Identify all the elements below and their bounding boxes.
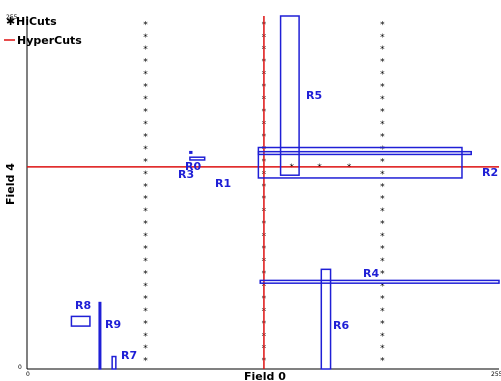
hicuts-star-marker: * (143, 319, 148, 329)
hicuts-star-marker: * (380, 33, 385, 43)
hicuts-star-marker: * (380, 108, 385, 118)
rule-rect-r9 (98, 301, 102, 370)
rule-label-r2: R2 (482, 166, 498, 179)
rule-label-r0: R0 (185, 160, 201, 173)
hicuts-star-marker: * (380, 120, 385, 130)
rule-rect-r8 (70, 315, 91, 327)
y-axis-title: Field 4 (4, 163, 17, 205)
hicuts-star-marker: * (143, 20, 148, 30)
hicuts-star-marker: * (143, 220, 148, 230)
hicuts-star-marker: * (143, 83, 148, 93)
asterisk-icon: ✱ (6, 15, 15, 28)
rule-rect-r7 (111, 355, 117, 370)
hicuts-star-marker: * (143, 195, 148, 205)
hicuts-star-marker: * (380, 182, 385, 192)
hicuts-star-marker: * (143, 257, 148, 267)
hicuts-star-marker: * (143, 45, 148, 55)
rule-rect-r1 (189, 156, 206, 161)
hicuts-star-marker: * (380, 344, 385, 354)
hicuts-star-marker: * (143, 108, 148, 118)
hicuts-star-marker: * (380, 157, 385, 167)
hicuts-star-marker: * (143, 145, 148, 155)
hicuts-star-marker: * (380, 45, 385, 55)
hicuts-star-marker: * (380, 232, 385, 242)
rule-rect-r4 (259, 279, 500, 284)
rule-label-r6: R6 (333, 319, 349, 332)
hicuts-star-marker: * (317, 163, 322, 173)
hicuts-star-marker: * (380, 58, 385, 68)
hicuts-star-marker: * (143, 157, 148, 167)
hicuts-star-marker: * (143, 182, 148, 192)
rule-rect-r5 (279, 15, 300, 176)
rule-label-r5: R5 (306, 89, 322, 102)
y-max-tick: 255 (6, 14, 18, 21)
rule-rect-r3 (189, 150, 193, 154)
rule-label-r1: R1 (215, 177, 231, 190)
rule-rectangles: R0 R1 R2 R3 R4 R5 R6 R7 R8 R9 (70, 15, 500, 370)
hicuts-star-marker: * (143, 269, 148, 279)
hicuts-star-marker: * (380, 170, 385, 180)
rule-rect-r2 (257, 146, 463, 179)
hicuts-star-marker: * (143, 170, 148, 180)
hicuts-star-marker: * (143, 58, 148, 68)
hicuts-star-marker: * (380, 282, 385, 292)
rule-rect-r0 (257, 150, 472, 156)
hicuts-star-marker: * (380, 145, 385, 155)
hicuts-star-marker: * (143, 344, 148, 354)
hypercuts-cuts (27, 16, 499, 369)
legend-hicuts-label: HiCuts (16, 15, 57, 28)
hicuts-star-marker: * (143, 294, 148, 304)
hicuts-star-marker: * (380, 207, 385, 217)
hicuts-star-marker: * (143, 332, 148, 342)
rule-label-r4: R4 (363, 267, 379, 280)
hicuts-star-marker: * (347, 163, 352, 173)
legend: ✱ HiCuts HyperCuts (4, 15, 82, 47)
hicuts-star-marker: * (143, 95, 148, 105)
hicuts-star-marker: * (143, 232, 148, 242)
hicuts-star-marker: * (143, 132, 148, 142)
hicuts-star-marker: * (380, 357, 385, 367)
hicuts-star-marker: * (380, 132, 385, 142)
rule-label-r3: R3 (178, 168, 194, 181)
hicuts-star-marker: * (380, 332, 385, 342)
rule-rect-r6 (320, 268, 332, 370)
hicuts-star-marker: * (143, 282, 148, 292)
rule-label-r9: R9 (105, 318, 121, 331)
hicuts-star-marker: * (380, 245, 385, 255)
hicuts-star-marker: * (380, 95, 385, 105)
hicuts-star-marker: * (380, 20, 385, 30)
hicuts-star-marker: * (380, 83, 385, 93)
hicuts-star-marker: * (380, 195, 385, 205)
hicuts-star-marker: * (380, 294, 385, 304)
hicuts-star-marker: * (143, 33, 148, 43)
hicuts-star-marker: * (143, 307, 148, 317)
hicuts-star-marker: * (289, 163, 294, 173)
y-min-tick: 0 (18, 364, 22, 371)
hicuts-star-marker: * (380, 307, 385, 317)
rule-label-r8: R8 (75, 299, 91, 312)
hicuts-star-marker: * (380, 70, 385, 80)
rule-label-r7: R7 (121, 349, 137, 362)
hicuts-star-marker: * (143, 120, 148, 130)
hicuts-star-marker: * (143, 245, 148, 255)
hicuts-star-marker: * (143, 207, 148, 217)
x-max-tick: 255 (491, 371, 501, 378)
hicuts-star-marker: * (143, 357, 148, 367)
hicuts-star-marker: * (380, 319, 385, 329)
legend-hypercuts-label: HyperCuts (17, 34, 82, 47)
x-axis-title: Field 0 (244, 370, 286, 381)
hicuts-star-marker: * (380, 257, 385, 267)
hicuts-star-marker: * (380, 269, 385, 279)
hicuts-star-marker: * (143, 70, 148, 80)
x-min-tick: 0 (26, 371, 30, 378)
hicuts-star-marker: * (380, 220, 385, 230)
